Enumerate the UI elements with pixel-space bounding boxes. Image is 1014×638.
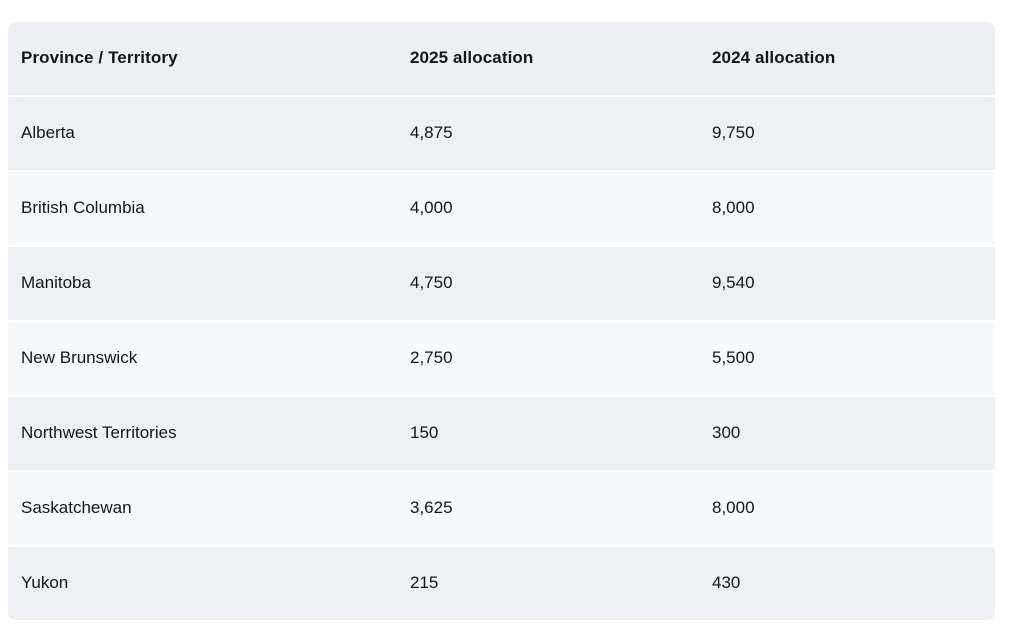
alloc-2024-cell: 9,540 bbox=[712, 273, 755, 293]
alloc-2025-cell: 2,750 bbox=[410, 348, 453, 368]
table-row: Yukon 215 430 bbox=[8, 545, 995, 620]
column-header-province: Province / Territory bbox=[21, 48, 178, 68]
alloc-2024-cell: 8,000 bbox=[712, 198, 755, 218]
alloc-2025-cell: 150 bbox=[410, 423, 439, 443]
province-cell: New Brunswick bbox=[21, 348, 138, 368]
table-row: Alberta 4,875 9,750 bbox=[8, 95, 995, 170]
table-row: British Columbia 4,000 8,000 bbox=[8, 170, 995, 245]
alloc-2024-cell: 9,750 bbox=[712, 123, 755, 143]
table-body: Alberta 4,875 9,750 British Columbia 4,000 8,… bbox=[8, 95, 995, 620]
province-cell: British Columbia bbox=[21, 198, 145, 218]
alloc-2024-cell: 430 bbox=[712, 573, 741, 593]
table-row: Saskatchewan 3,625 8,000 bbox=[8, 470, 995, 545]
allocation-table: Province / Territory 2025 allocation 202… bbox=[8, 22, 995, 620]
alloc-2025-cell: 4,875 bbox=[410, 123, 453, 143]
province-cell: Northwest Territories bbox=[21, 423, 177, 443]
alloc-2024-cell: 8,000 bbox=[712, 498, 755, 518]
province-cell: Manitoba bbox=[21, 273, 91, 293]
alloc-2025-cell: 215 bbox=[410, 573, 439, 593]
alloc-2025-cell: 4,000 bbox=[410, 198, 453, 218]
alloc-2024-cell: 5,500 bbox=[712, 348, 755, 368]
alloc-2024-cell: 300 bbox=[712, 423, 741, 443]
province-cell: Yukon bbox=[21, 573, 69, 593]
table-row: Manitoba 4,750 9,540 bbox=[8, 245, 995, 320]
alloc-2025-cell: 3,625 bbox=[410, 498, 453, 518]
table-row: New Brunswick 2,750 5,500 bbox=[8, 320, 995, 395]
table-header-row: Province / Territory 2025 allocation 202… bbox=[8, 22, 995, 95]
province-cell: Alberta bbox=[21, 123, 75, 143]
alloc-2025-cell: 4,750 bbox=[410, 273, 453, 293]
column-header-2025-allocation: 2025 allocation bbox=[410, 48, 534, 68]
table-row: Northwest Territories 150 300 bbox=[8, 395, 995, 470]
province-cell: Saskatchewan bbox=[21, 498, 132, 518]
column-header-2024-allocation: 2024 allocation bbox=[712, 48, 836, 68]
